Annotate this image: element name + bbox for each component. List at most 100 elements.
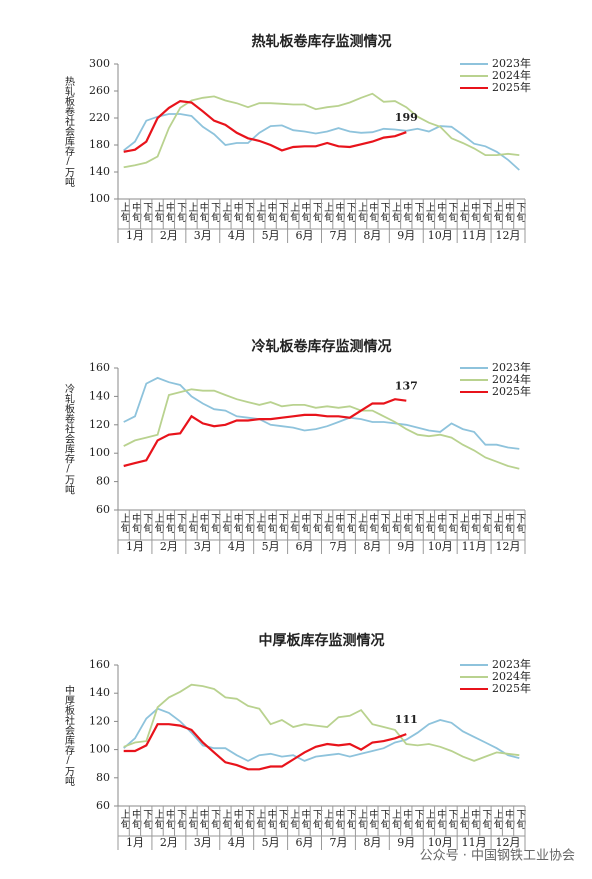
month-label: 1月 [126, 229, 144, 242]
x-tick-label: 下旬 [378, 202, 390, 223]
month-label: 9月 [397, 836, 415, 849]
month-label: 8月 [363, 229, 381, 242]
x-tick-label: 上旬 [288, 202, 300, 223]
month-label: 6月 [296, 836, 314, 849]
x-tick-label: 中旬 [265, 201, 277, 223]
x-tick-label: 下旬 [446, 202, 458, 223]
y-axis-label: 冷轧板卷社会库存/万吨 [63, 382, 75, 494]
month-label: 3月 [194, 540, 212, 553]
y-tick-label: 100 [89, 743, 110, 756]
x-tick-label: 下旬 [344, 809, 356, 830]
x-tick-label: 中旬 [333, 512, 345, 534]
month-label: 10月 [428, 540, 453, 553]
x-tick-label: 上旬 [423, 513, 435, 534]
series-line [123, 388, 520, 470]
x-tick-label: 上旬 [254, 513, 266, 534]
x-tick-label: 上旬 [152, 513, 164, 534]
x-tick-label: 下旬 [243, 513, 255, 534]
month-label: 1月 [126, 540, 144, 553]
month-label: 4月 [228, 836, 246, 849]
month-label: 10月 [428, 836, 453, 849]
series-line [123, 92, 520, 169]
x-tick-label: 上旬 [423, 809, 435, 830]
x-tick-label: 中旬 [197, 808, 209, 830]
y-axis-label: 热轧板卷社会库存/万吨 [63, 75, 75, 187]
x-tick-label: 中旬 [469, 512, 481, 534]
month-label: 9月 [397, 540, 415, 553]
x-tick-label: 上旬 [322, 202, 334, 223]
x-tick-label: 中旬 [401, 512, 413, 534]
month-label: 5月 [262, 229, 280, 242]
x-tick-label: 下旬 [378, 809, 390, 830]
y-tick-label: 60 [96, 503, 110, 516]
x-tick-label: 中旬 [129, 201, 141, 223]
month-label: 9月 [397, 229, 415, 242]
y-tick-label: 80 [96, 475, 110, 488]
x-tick-label: 中旬 [469, 808, 481, 830]
x-tick-label: 上旬 [152, 809, 164, 830]
x-tick-label: 中旬 [333, 808, 345, 830]
x-tick-label: 下旬 [344, 513, 356, 534]
x-tick-label: 中旬 [163, 512, 175, 534]
month-label: 8月 [363, 836, 381, 849]
data-label: 111 [395, 713, 418, 726]
x-tick-label: 中旬 [299, 201, 311, 223]
y-tick-label: 160 [89, 361, 110, 374]
x-tick-label: 下旬 [310, 513, 322, 534]
y-tick-label: 100 [89, 446, 110, 459]
y-tick-label: 100 [89, 192, 110, 205]
x-tick-label: 下旬 [175, 202, 187, 223]
x-tick-label: 中旬 [469, 201, 481, 223]
x-tick-label: 下旬 [378, 513, 390, 534]
x-tick-label: 中旬 [231, 201, 243, 223]
x-tick-label: 中旬 [367, 512, 379, 534]
x-tick-label: 中旬 [435, 201, 447, 223]
x-tick-label: 中旬 [367, 808, 379, 830]
month-label: 11月 [462, 229, 487, 242]
x-tick-label: 下旬 [276, 513, 288, 534]
series-line [123, 683, 520, 762]
x-tick-label: 上旬 [220, 202, 232, 223]
month-label: 5月 [262, 836, 280, 849]
x-tick-label: 下旬 [514, 809, 526, 830]
y-axis-label: 中厚板社会库存/万吨 [63, 684, 75, 786]
x-tick-label: 下旬 [276, 202, 288, 223]
month-label: 10月 [428, 229, 453, 242]
x-tick-label: 下旬 [412, 202, 424, 223]
x-tick-label: 中旬 [435, 808, 447, 830]
month-label: 4月 [228, 540, 246, 553]
x-tick-label: 上旬 [322, 513, 334, 534]
month-label: 5月 [262, 540, 280, 553]
x-tick-label: 下旬 [209, 513, 221, 534]
series-line [123, 723, 407, 771]
data-label: 137 [395, 380, 418, 393]
x-tick-label: 下旬 [209, 202, 221, 223]
x-tick-label: 中旬 [163, 201, 175, 223]
x-tick-label: 下旬 [310, 202, 322, 223]
x-tick-label: 中旬 [401, 201, 413, 223]
x-tick-label: 上旬 [457, 809, 469, 830]
series-line [123, 707, 520, 762]
x-tick-label: 中旬 [333, 201, 345, 223]
x-tick-label: 中旬 [367, 201, 379, 223]
x-tick-label: 上旬 [356, 809, 368, 830]
y-tick-label: 60 [96, 799, 110, 812]
x-tick-label: 下旬 [480, 809, 492, 830]
month-label: 7月 [329, 836, 347, 849]
x-tick-label: 上旬 [152, 202, 164, 223]
month-label: 1月 [126, 836, 144, 849]
x-tick-label: 中旬 [231, 808, 243, 830]
watermark: 公众号 · 中国钢铁工业协会 [420, 849, 575, 864]
series-line [123, 113, 520, 171]
x-tick-label: 下旬 [446, 809, 458, 830]
x-tick-label: 下旬 [480, 513, 492, 534]
x-tick-label: 下旬 [514, 513, 526, 534]
x-tick-label: 上旬 [186, 809, 198, 830]
y-tick-label: 120 [89, 714, 110, 727]
x-tick-label: 上旬 [423, 202, 435, 223]
x-tick-label: 下旬 [141, 809, 153, 830]
x-tick-label: 中旬 [503, 512, 515, 534]
month-label: 2月 [160, 229, 178, 242]
legend-label: 2024年 [492, 669, 531, 683]
y-tick-label: 80 [96, 771, 110, 784]
